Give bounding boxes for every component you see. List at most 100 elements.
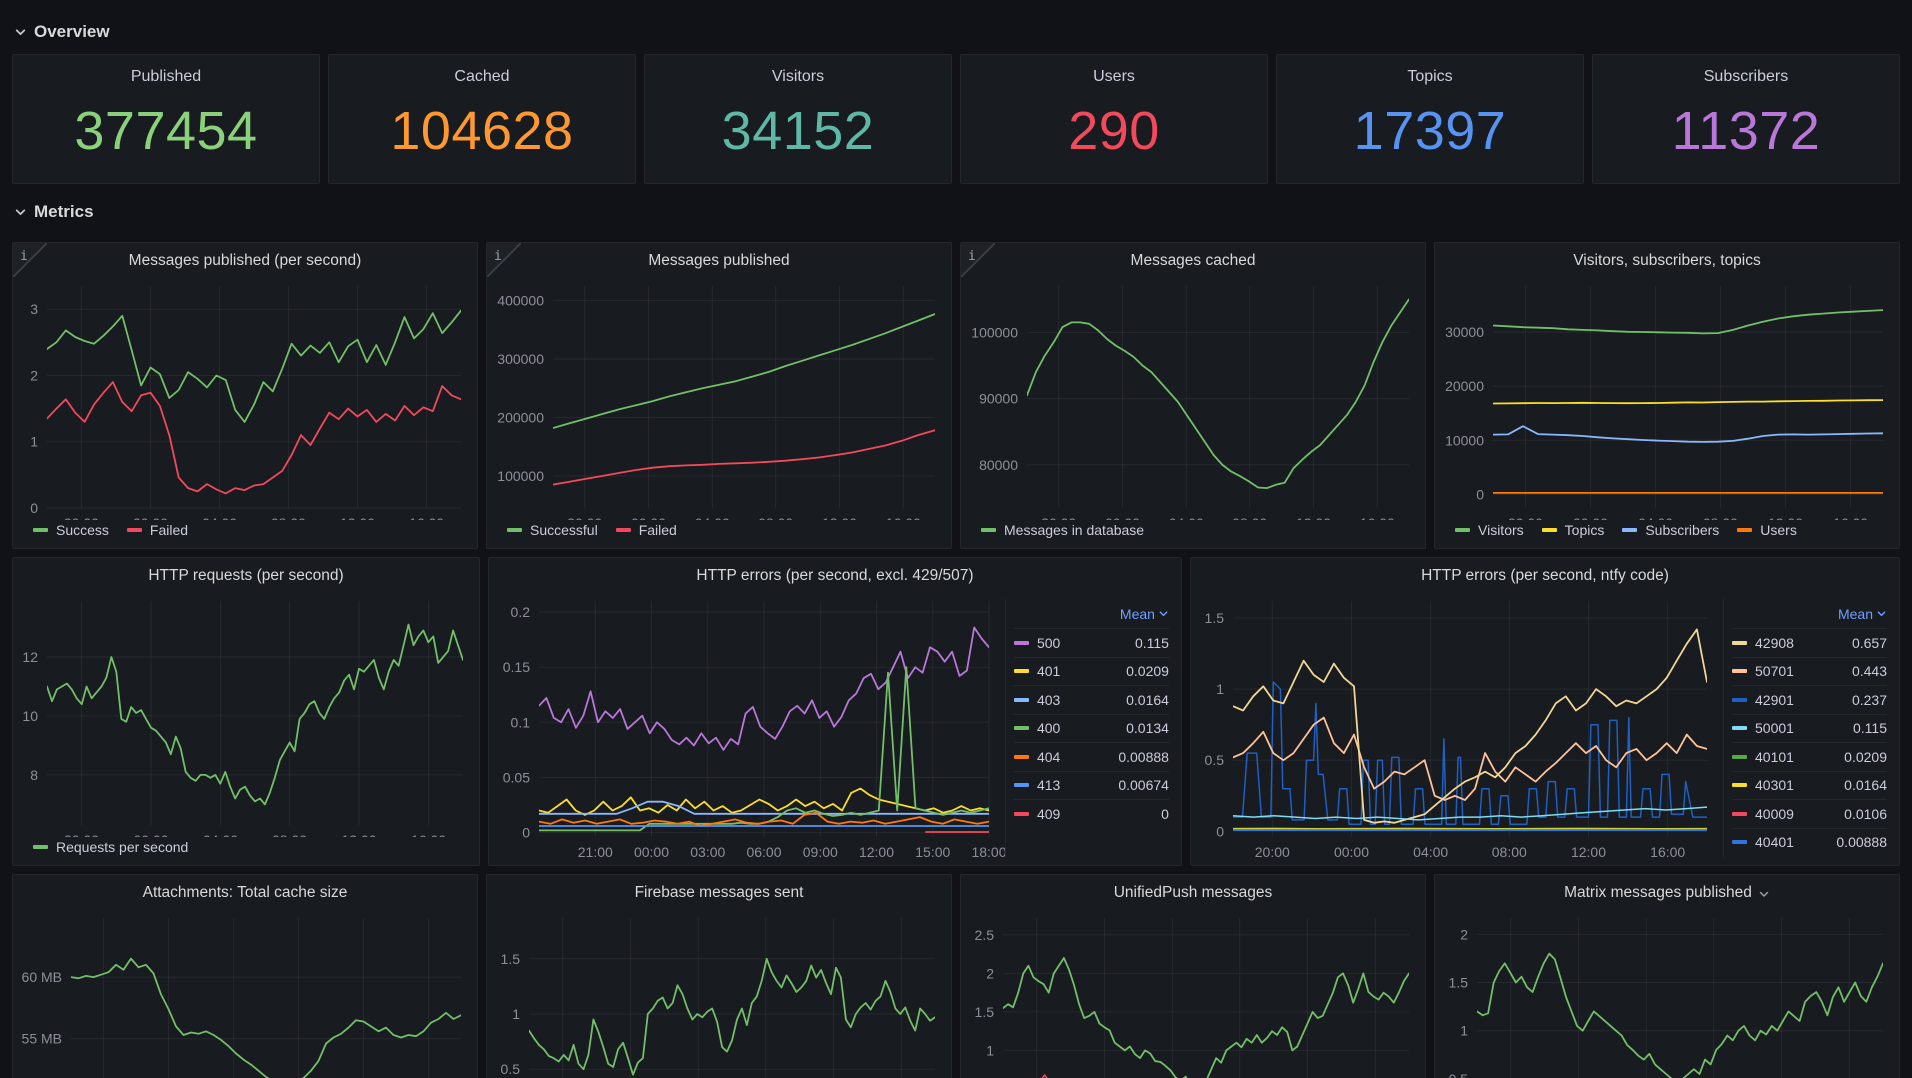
legend-item[interactable]: Subscribers xyxy=(1622,522,1719,538)
chart-legend: Requests per second xyxy=(13,837,479,865)
chart-messages-published[interactable]: 20:00 00:00 04:00 08:00 12:00 16:00 100000 2000… xyxy=(487,278,951,520)
legend-item[interactable]: Success xyxy=(33,522,109,538)
series-color-swatch xyxy=(1732,726,1747,731)
stat-label: Users xyxy=(1093,68,1135,85)
svg-text:0.15: 0.15 xyxy=(503,659,530,675)
legend-item[interactable]: Messages in database xyxy=(981,522,1144,538)
series-color-swatch xyxy=(1013,669,1029,674)
legend-mean-header[interactable]: Mean xyxy=(1014,599,1169,628)
series-color-swatch xyxy=(615,528,631,532)
stat-value: 104628 xyxy=(390,100,574,161)
svg-text:04:00: 04:00 xyxy=(695,515,730,520)
panel-firebase-sent: Firebase messages sent 20:0000:0004:0008… xyxy=(486,874,952,1078)
panel-title[interactable]: Messages published (per second) xyxy=(128,251,362,269)
legend-item[interactable]: Failed xyxy=(615,522,677,538)
svg-text:0.1: 0.1 xyxy=(511,714,531,730)
panel-title[interactable]: HTTP errors (per second, excl. 429/507) xyxy=(696,566,974,584)
chart-legend: Messages in database xyxy=(961,520,1425,548)
info-icon[interactable]: i xyxy=(487,243,522,278)
legend-mean-header[interactable]: Mean xyxy=(1732,599,1887,628)
series-color-swatch xyxy=(1732,783,1747,788)
chart-http-errors-ntfy[interactable]: 20:00 00:00 04:00 08:00 12:00 16:00 0 0.5 1 1.5 xyxy=(1191,593,1723,865)
panel-title[interactable]: Firebase messages sent xyxy=(634,883,804,901)
svg-text:00:00: 00:00 xyxy=(1105,515,1140,520)
legend-item[interactable]: Topics xyxy=(1541,522,1604,538)
svg-text:12:00: 12:00 xyxy=(340,515,375,520)
series-color-swatch xyxy=(1732,840,1747,845)
legend-item[interactable]: Users xyxy=(1737,522,1797,538)
legend-item[interactable]: 40009 0.0106 xyxy=(1732,799,1887,828)
chart-messages-cached[interactable]: 20:00 00:00 04:00 08:00 12:00 16:00 80000 90000… xyxy=(961,278,1425,520)
panel-messages-rate: i Messages published (per second) 20:00 0… xyxy=(12,242,478,549)
series-color-swatch xyxy=(1732,640,1747,645)
legend-item[interactable]: 40401 0.00888 xyxy=(1732,827,1887,857)
legend-item[interactable]: 50701 0.443 xyxy=(1732,656,1887,686)
legend-item[interactable]: 401 0.0209 xyxy=(1013,656,1169,686)
legend-item[interactable]: Visitors xyxy=(1455,522,1524,538)
series-color-swatch xyxy=(1541,528,1557,532)
legend-item[interactable]: 409 0 xyxy=(1013,799,1169,828)
svg-text:21:00: 21:00 xyxy=(578,844,613,860)
series-color-swatch xyxy=(507,528,522,532)
svg-text:0.5: 0.5 xyxy=(1204,752,1224,768)
legend-item[interactable]: 404 0.00888 xyxy=(1013,742,1169,771)
series-color-swatch xyxy=(1013,640,1029,645)
panel-title[interactable]: HTTP errors (per second, ntfy code) xyxy=(1421,566,1669,584)
stat-label: Visitors xyxy=(771,68,825,85)
panel-attachments-cache: Attachments: Total cache size 20:0000:00… xyxy=(12,874,478,1078)
legend-item[interactable]: 413 0.00674 xyxy=(1013,770,1169,800)
series-color-swatch xyxy=(1013,726,1029,731)
legend-item[interactable]: Failed xyxy=(126,522,188,538)
stat-panel-users: Users 290 xyxy=(960,54,1268,184)
stat-label: Cached xyxy=(454,68,510,85)
legend-item[interactable]: 500 0.115 xyxy=(1013,628,1169,657)
svg-text:09:00: 09:00 xyxy=(803,844,838,860)
stat-label: Topics xyxy=(1407,68,1453,85)
series-color-swatch xyxy=(1737,528,1753,532)
legend-item[interactable]: 50001 0.115 xyxy=(1732,713,1887,743)
svg-text:1: 1 xyxy=(1216,681,1224,697)
chart-messages-rate[interactable]: 20:00 00:00 04:00 08:00 12:00 16:00 0 1 2 3 xyxy=(13,278,477,520)
stat-label: Published xyxy=(130,68,202,85)
legend-item[interactable]: 400 0.0134 xyxy=(1013,713,1169,743)
svg-text:0: 0 xyxy=(522,825,530,841)
section-overview[interactable]: Overview xyxy=(12,0,1900,54)
section-metrics[interactable]: Metrics xyxy=(12,184,1900,234)
legend-item[interactable]: Requests per second xyxy=(33,839,188,855)
chevron-down-icon[interactable] xyxy=(1758,888,1770,900)
panel-title[interactable]: UnifiedPush messages xyxy=(1113,883,1273,901)
chart-http-requests[interactable]: 20:00 00:00 04:00 08:00 12:00 16:00 8 10 12 xyxy=(13,593,479,837)
panel-title[interactable]: Messages cached xyxy=(1130,251,1256,269)
chart-visitors-topics[interactable]: 20:00 00:00 04:00 08:00 12:00 16:00 0 10000 2000… xyxy=(1435,278,1899,520)
chevron-down-icon xyxy=(14,206,27,219)
svg-text:0.05: 0.05 xyxy=(503,769,530,785)
panel-title[interactable]: Attachments: Total cache size xyxy=(142,883,348,901)
panel-title[interactable]: HTTP requests (per second) xyxy=(148,566,344,584)
svg-text:16:00: 16:00 xyxy=(411,832,446,837)
legend-item[interactable]: 40101 0.0209 xyxy=(1732,742,1887,771)
legend-item[interactable]: 40301 0.0164 xyxy=(1732,770,1887,800)
info-icon[interactable]: i xyxy=(13,243,48,278)
svg-text:00:00: 00:00 xyxy=(133,832,168,837)
stat-value: 290 xyxy=(1068,100,1160,161)
chevron-down-icon xyxy=(1876,606,1887,622)
svg-text:300000: 300000 xyxy=(497,351,544,367)
legend-item[interactable]: 403 0.0164 xyxy=(1013,685,1169,714)
legend-item[interactable]: 42901 0.237 xyxy=(1732,685,1887,714)
info-icon[interactable]: i xyxy=(961,243,996,278)
legend-item[interactable]: 42908 0.657 xyxy=(1732,628,1887,657)
chart-http-errors-excl[interactable]: 21:00 00:00 03:00 06:00 09:00 12:00 15:00 18:00… xyxy=(489,593,1005,865)
panel-title[interactable]: Visitors, subscribers, topics xyxy=(1573,251,1761,269)
svg-text:00:00: 00:00 xyxy=(634,844,669,860)
metrics-row-1: i Messages published (per second) 20:00 0… xyxy=(12,242,1900,549)
panel-title[interactable]: Matrix messages published xyxy=(1435,875,1899,910)
svg-text:12:00: 12:00 xyxy=(341,832,376,837)
panel-title[interactable]: Messages published xyxy=(648,251,790,269)
panel-http-errors-ntfy: HTTP errors (per second, ntfy code) 20:0… xyxy=(1189,557,1900,866)
legend-item[interactable]: Successful xyxy=(507,522,598,538)
